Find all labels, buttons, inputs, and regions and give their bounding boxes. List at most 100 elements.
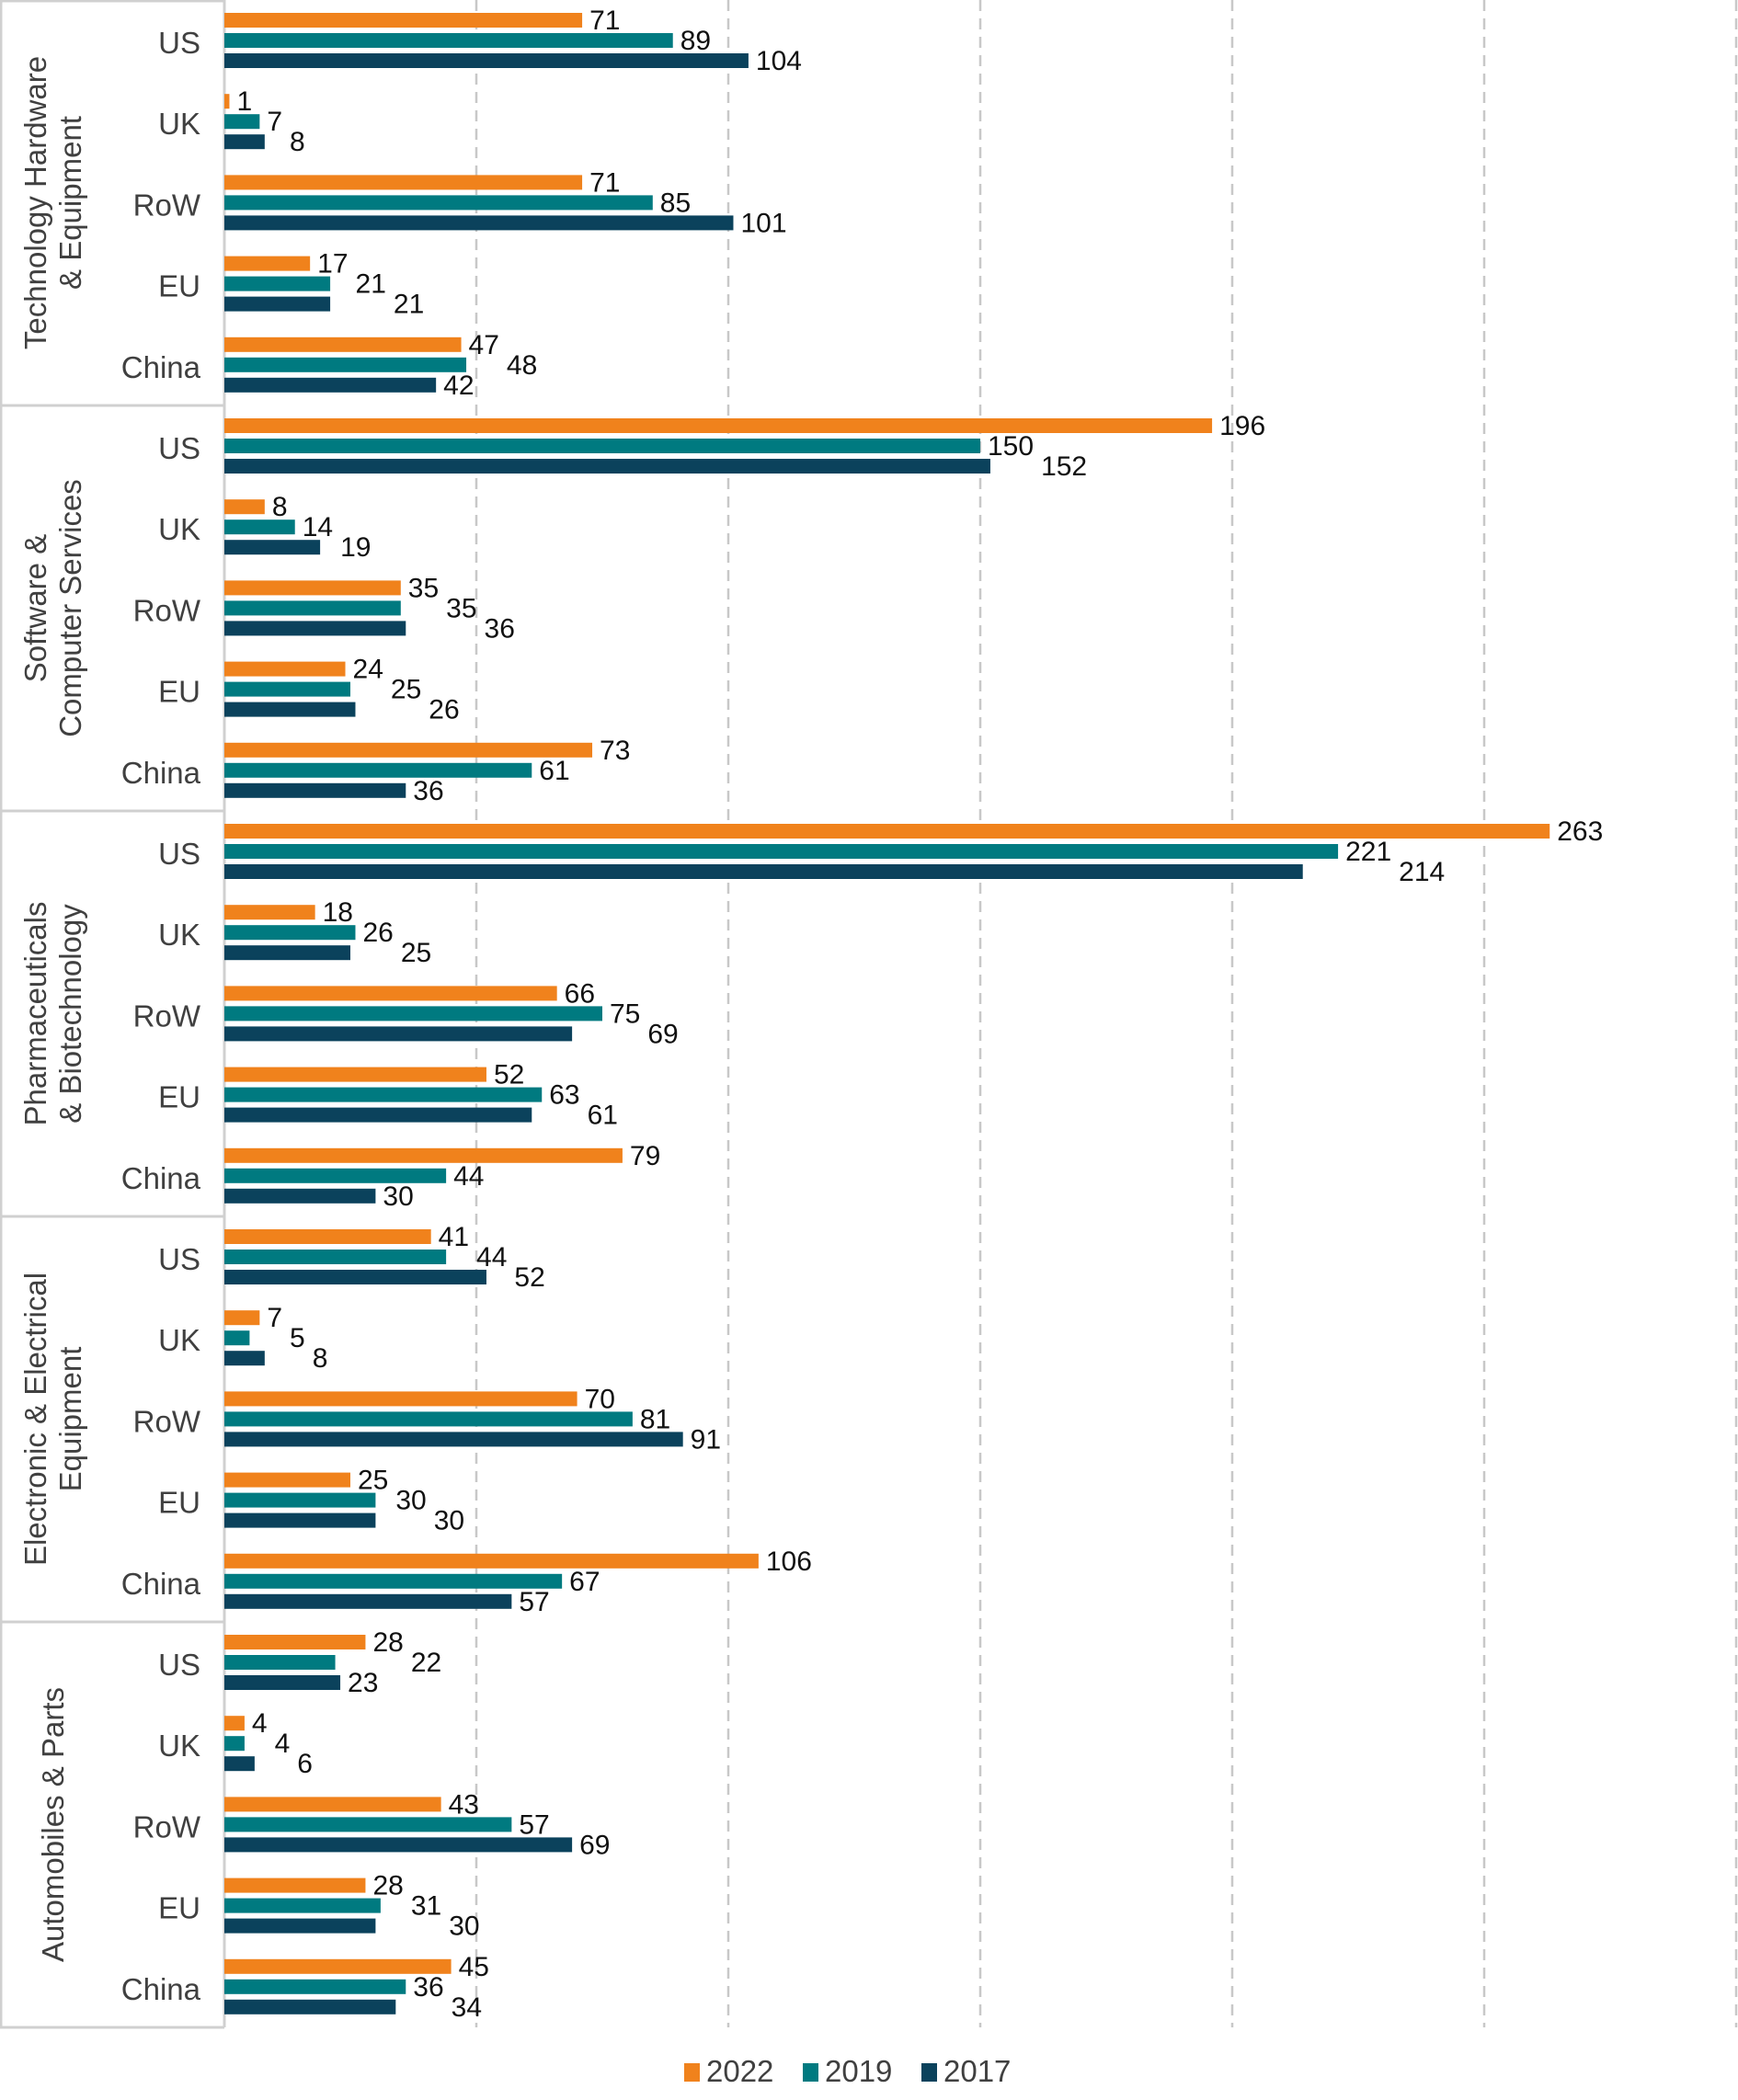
category-label: UK <box>158 1729 200 1763</box>
category-label: US <box>158 26 200 60</box>
bar-2017 <box>224 459 990 474</box>
data-label: 104 <box>756 46 802 76</box>
bar-2022 <box>224 337 462 352</box>
bar-2022 <box>224 256 311 271</box>
data-label: 34 <box>452 1992 482 2023</box>
data-label: 57 <box>519 1809 549 1840</box>
data-label: 31 <box>411 1891 441 1922</box>
data-label: 8 <box>313 1343 328 1374</box>
bar-2022 <box>224 905 315 920</box>
bar-2022 <box>224 1067 486 1082</box>
bar-2019 <box>224 1979 406 1994</box>
legend-swatch-2022 <box>684 2063 700 2082</box>
bar-2017 <box>224 1675 341 1690</box>
data-label: 61 <box>539 756 569 786</box>
data-label: 1 <box>236 86 252 117</box>
category-label: EU <box>158 675 200 709</box>
data-label: 7 <box>267 107 282 137</box>
bar-2019 <box>224 681 350 697</box>
bar-2022 <box>224 580 401 596</box>
data-label: 69 <box>579 1830 610 1860</box>
category-label: EU <box>158 269 200 303</box>
bar-2017 <box>224 296 331 312</box>
bar-2017 <box>224 1107 532 1123</box>
bar-2019 <box>224 1330 250 1346</box>
legend-label: 2019 <box>825 2054 892 2088</box>
category-label: UK <box>158 1323 200 1357</box>
data-label: 61 <box>588 1101 618 1131</box>
data-label: 150 <box>988 431 1034 462</box>
bar-2019 <box>224 114 260 130</box>
group-label-line: Automobiles & Parts <box>36 1687 70 1962</box>
category-label: RoW <box>133 1404 201 1438</box>
bar-2019 <box>224 276 331 291</box>
data-label: 19 <box>340 532 371 563</box>
bar-2017 <box>224 621 406 636</box>
category-label: UK <box>158 107 200 141</box>
data-label: 44 <box>453 1161 484 1192</box>
legend-label: 2017 <box>943 2054 1011 2088</box>
data-label: 42 <box>443 371 474 401</box>
bar-2019 <box>224 357 467 372</box>
bar-2017 <box>224 540 321 555</box>
bar-2022 <box>224 499 265 515</box>
data-label: 30 <box>383 1181 413 1212</box>
data-label: 28 <box>372 1627 403 1658</box>
category-label: UK <box>158 512 200 546</box>
bar-2022 <box>224 94 230 109</box>
data-label: 48 <box>507 350 537 381</box>
category-label: US <box>158 837 200 871</box>
data-label: 101 <box>740 208 786 238</box>
bar-2017 <box>224 1593 512 1609</box>
group-label: Technology Hardware& Equipment <box>18 56 87 349</box>
category-label: US <box>158 1648 200 1682</box>
bar-2022 <box>224 1958 452 1974</box>
bar-2022 <box>224 1310 260 1326</box>
bar-2017 <box>224 1512 376 1528</box>
data-label: 25 <box>401 938 431 968</box>
data-label: 21 <box>394 290 424 320</box>
bar-2019 <box>224 519 295 535</box>
bar-2022 <box>224 1877 366 1893</box>
category-label: China <box>121 756 201 790</box>
data-label: 106 <box>766 1546 812 1577</box>
data-label: 18 <box>323 897 353 928</box>
data-label: 69 <box>647 1019 678 1049</box>
legend-label: 2022 <box>706 2054 773 2088</box>
bar-2017 <box>224 702 356 717</box>
data-label: 21 <box>356 269 386 300</box>
data-label: 67 <box>569 1567 600 1597</box>
group-label: Electronic & ElectricalEquipment <box>18 1273 87 1566</box>
data-label: 71 <box>589 6 620 36</box>
category-label: EU <box>158 1080 200 1114</box>
bar-2017 <box>224 1351 265 1366</box>
data-label: 30 <box>449 1912 479 1942</box>
category-label: China <box>121 1972 201 2006</box>
bar-2022 <box>224 175 583 190</box>
bar-2019 <box>224 1817 512 1832</box>
bar-2019 <box>224 1006 602 1021</box>
bar-2017 <box>224 1837 573 1853</box>
data-label: 30 <box>434 1506 464 1536</box>
bar-2017 <box>224 215 734 231</box>
bar-2019 <box>224 844 1339 859</box>
bar-2022 <box>224 824 1550 839</box>
data-label: 35 <box>408 573 439 603</box>
data-label: 57 <box>519 1587 549 1617</box>
data-label: 22 <box>411 1648 441 1678</box>
data-label: 7 <box>267 1303 282 1333</box>
bar-2017 <box>224 1026 573 1042</box>
bar-2022 <box>224 1472 350 1488</box>
bar-2017 <box>224 1188 376 1204</box>
data-label: 152 <box>1041 451 1087 482</box>
bar-2017 <box>224 782 406 798</box>
data-label: 73 <box>600 736 630 766</box>
category-label: US <box>158 431 200 465</box>
data-label: 221 <box>1345 837 1391 867</box>
data-label: 4 <box>252 1708 268 1739</box>
data-label: 24 <box>353 655 383 685</box>
data-label: 47 <box>469 330 499 360</box>
data-label: 25 <box>391 675 421 705</box>
data-label: 44 <box>476 1242 507 1273</box>
